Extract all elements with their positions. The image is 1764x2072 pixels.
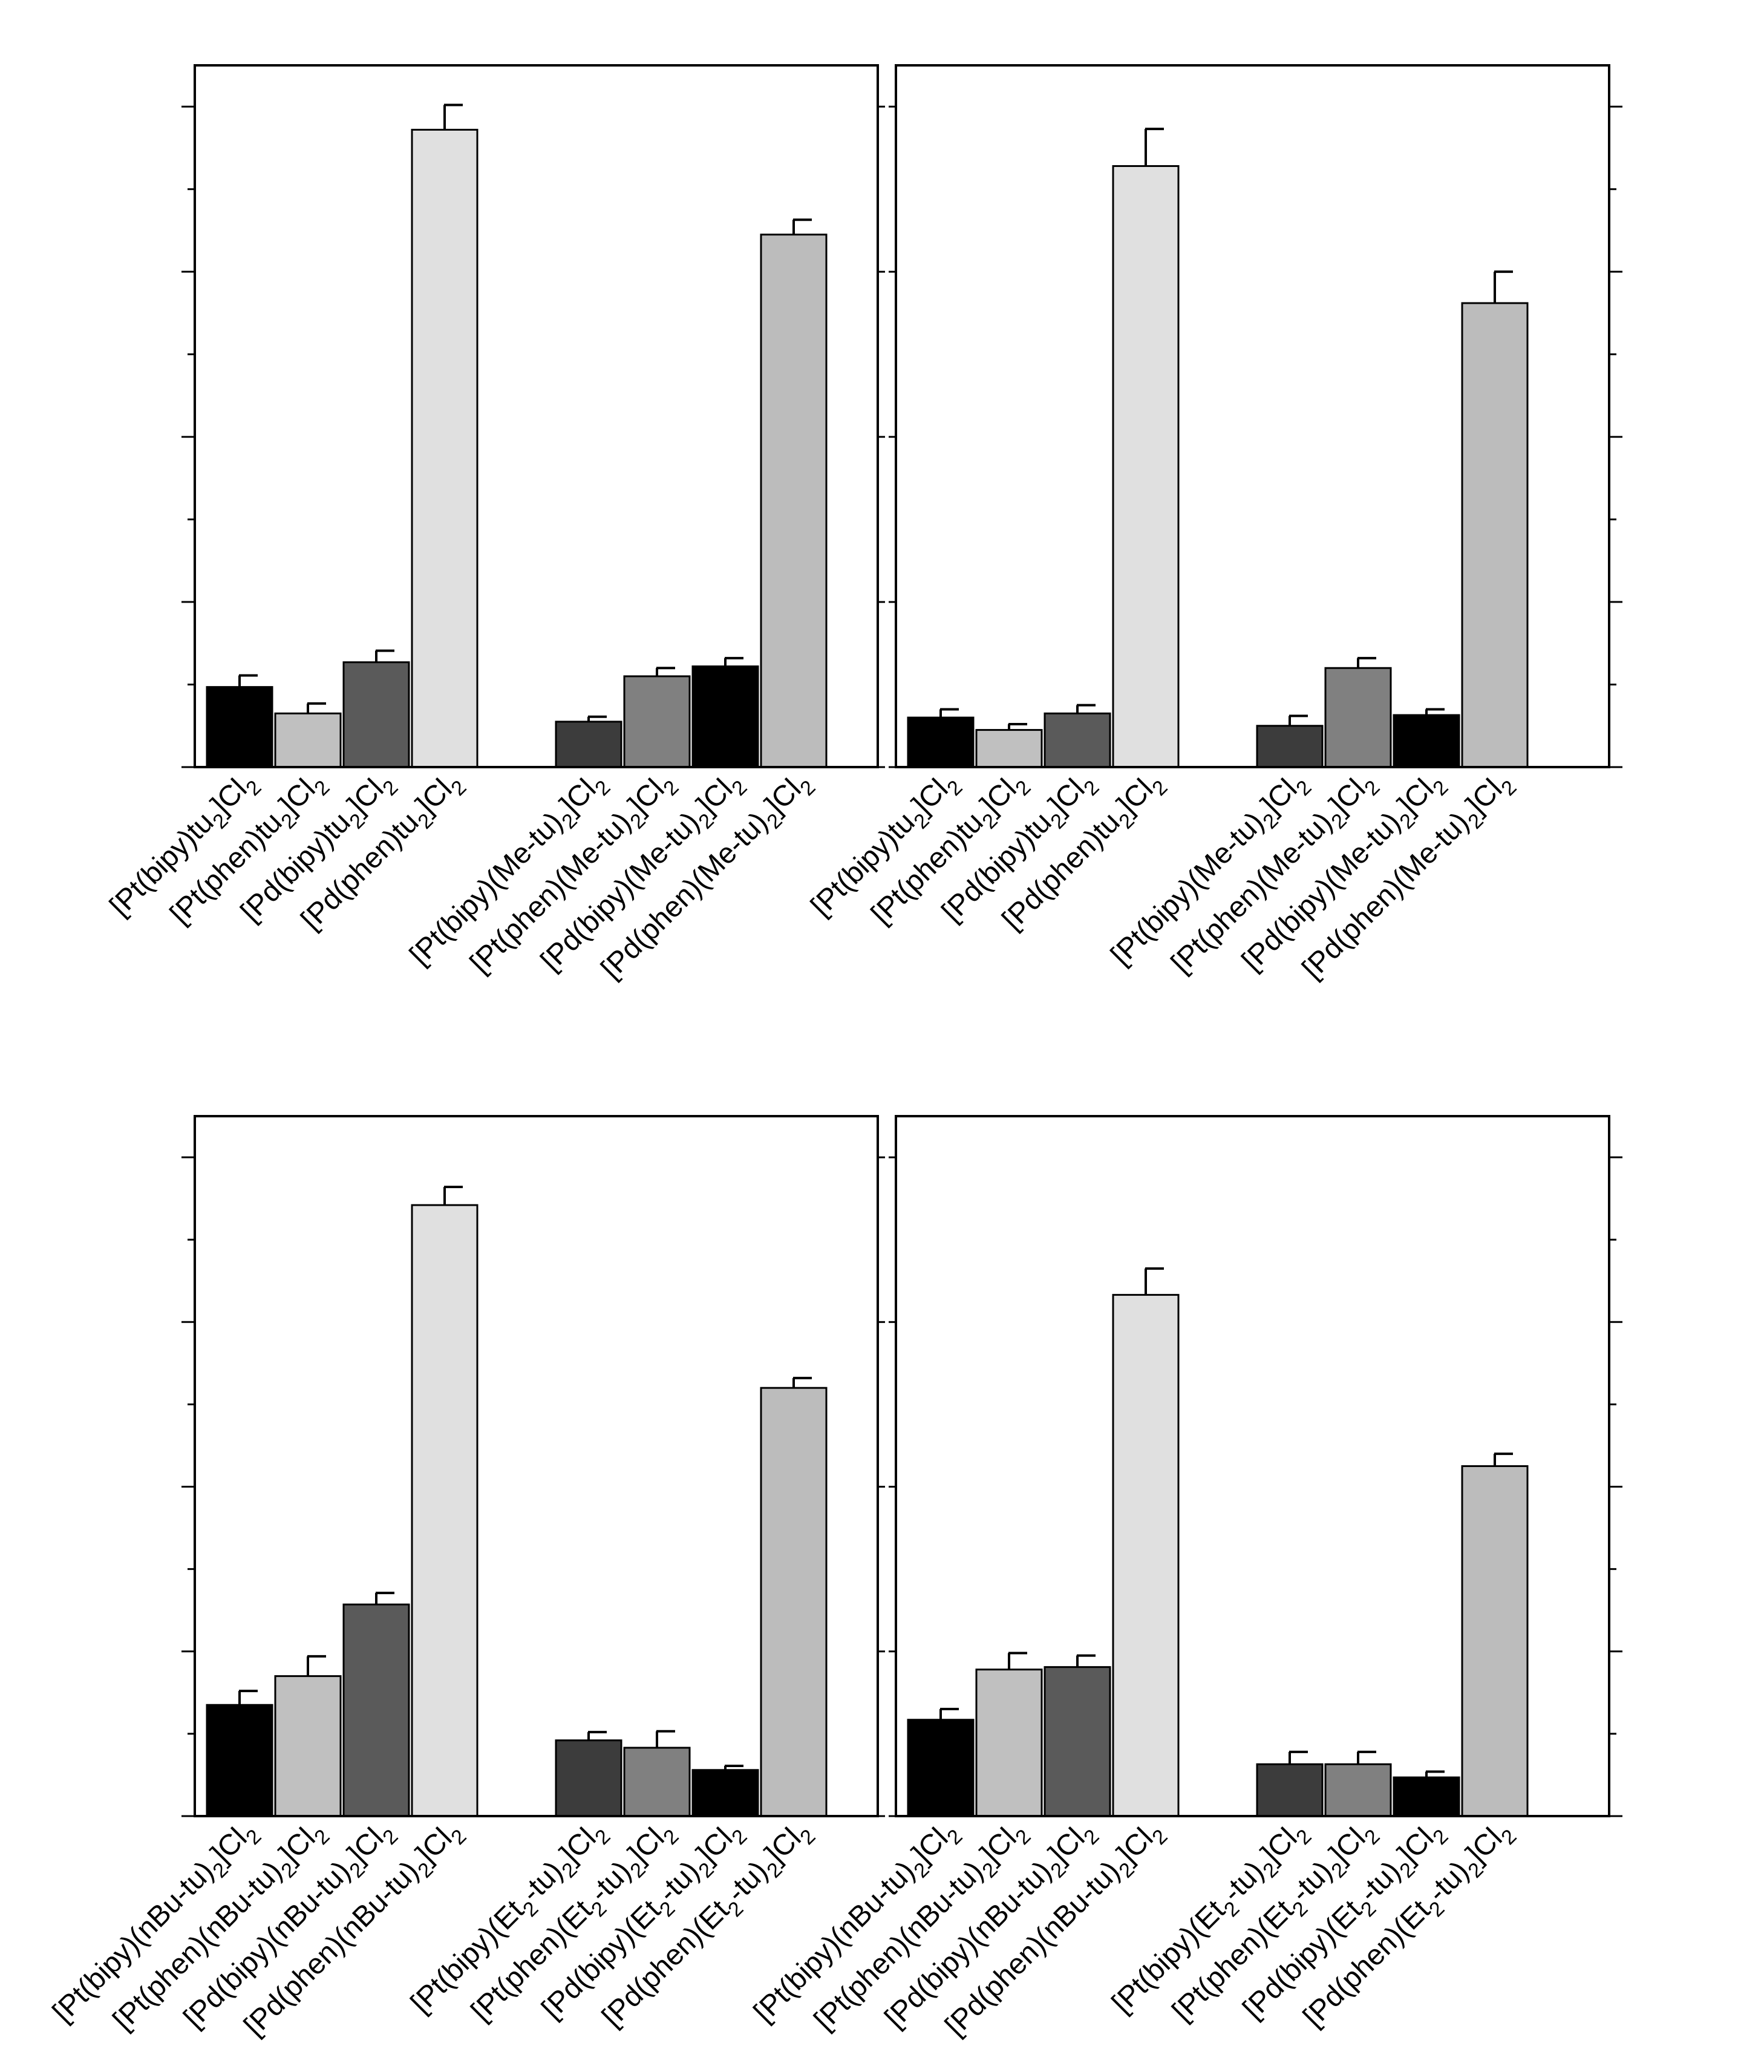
bar: [411, 1204, 479, 1817]
bar: [1324, 1763, 1392, 1817]
bar: [1393, 1776, 1460, 1817]
bar: [206, 1704, 273, 1817]
panel-2008-cells-bottom: [Pt(bipy)(nBu-tu)2]Cl2[Pt(phen)(nBu-tu)2…: [47, 1115, 885, 2042]
bar: [1256, 725, 1324, 768]
plot-frame: [895, 64, 1610, 768]
panel-2008-cells-top: [Pt(bipy)tu2]Cl2[Pt(phen)tu2]Cl2[Pd(bipy…: [103, 64, 885, 985]
plot-frame: [194, 64, 879, 768]
bar: [907, 716, 975, 768]
bar: [623, 1747, 691, 1817]
bar: [691, 1769, 759, 1817]
bar: [555, 721, 622, 768]
bar: [342, 1603, 410, 1817]
bar: [206, 686, 273, 768]
bar: [623, 675, 691, 768]
bar: [760, 1387, 828, 1817]
bar: [691, 665, 759, 768]
bar: [1044, 1666, 1111, 1817]
bar: [411, 128, 479, 768]
bar: [555, 1739, 622, 1817]
bar: [1393, 714, 1460, 768]
bar: [274, 1675, 342, 1817]
bar: [975, 1668, 1043, 1817]
bar: [1461, 1465, 1529, 1817]
bar: [1044, 712, 1111, 768]
bar: [1461, 302, 1529, 768]
bar: [342, 661, 410, 768]
bar: [760, 234, 828, 768]
bar: [1112, 165, 1180, 768]
plot-frame: [895, 1115, 1610, 1817]
bar: [907, 1719, 975, 1817]
bar: [1112, 1293, 1180, 1817]
bar: [975, 729, 1043, 768]
panel-c13-cells-top: [Pt(bipy)tu2]Cl2[Pt(phen)tu2]Cl2[Pd(bipy…: [805, 64, 1622, 985]
bar: [1324, 667, 1392, 768]
bar: [1256, 1763, 1324, 1817]
bar: [274, 712, 342, 768]
plot-frame: [194, 1115, 879, 1817]
